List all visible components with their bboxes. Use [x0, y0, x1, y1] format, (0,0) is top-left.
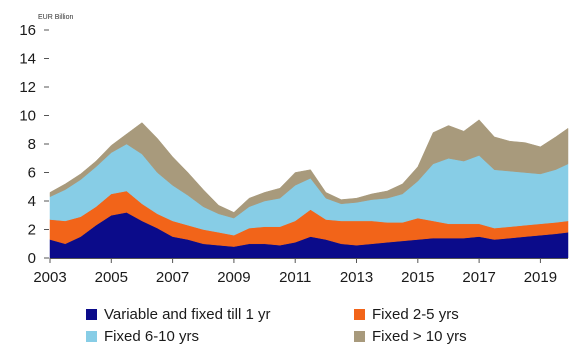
y-tick-label-5: 10 — [19, 108, 36, 125]
legend-label-fixed-over-10: Fixed > 10 yrs — [372, 328, 467, 345]
x-tick-label-6: 2015 — [401, 269, 434, 286]
x-tick-label-1: 2005 — [95, 269, 128, 286]
x-tick-label-8: 2019 — [524, 269, 557, 286]
legend-swatch-fixed-2-5 — [354, 309, 365, 320]
y-tick-label-0: 0 — [28, 250, 36, 267]
y-tick-label-3: 6 — [28, 165, 36, 182]
legend-item-variable: Variable and fixed till 1 yr — [86, 306, 270, 323]
y-tick-label-8: 16 — [19, 22, 36, 39]
x-tick-label-7: 2017 — [462, 269, 495, 286]
x-tick-label-5: 2013 — [340, 269, 373, 286]
x-axis: 2003 2005 2007 2009 2011 2013 2015 2017 2019 — [33, 258, 568, 286]
x-tick-label-2: 2007 — [156, 269, 189, 286]
legend-swatch-fixed-6-10 — [86, 331, 97, 342]
legend-item-fixed-6-10: Fixed 6-10 yrs — [86, 328, 199, 345]
y-tick-label-4: 8 — [28, 136, 36, 153]
stacked-areas — [49, 119, 569, 259]
y-tick-label-6: 12 — [19, 79, 36, 96]
x-tick-label-0: 2003 — [33, 269, 66, 286]
legend-swatch-fixed-over-10 — [354, 331, 365, 342]
y-tick-label-7: 14 — [19, 51, 36, 68]
legend-swatch-variable — [86, 309, 97, 320]
legend-item-fixed-over-10: Fixed > 10 yrs — [354, 328, 467, 345]
y-tick-label-1: 2 — [28, 222, 36, 239]
legend: Variable and fixed till 1 yr Fixed 2-5 y… — [86, 304, 526, 348]
area-series-3 — [49, 119, 569, 219]
legend-label-variable: Variable and fixed till 1 yr — [104, 306, 271, 323]
y-axis: 0 2 4 6 8 10 12 14 16 — [19, 22, 49, 267]
y-tick-label-2: 4 — [28, 193, 36, 210]
x-tick-label-3: 2009 — [217, 269, 250, 286]
x-tick-label-4: 2011 — [279, 269, 311, 286]
legend-item-fixed-2-5: Fixed 2-5 yrs — [354, 306, 459, 323]
unit-label: EUR Billion — [38, 14, 74, 21]
legend-label-fixed-6-10: Fixed 6-10 yrs — [104, 328, 200, 345]
legend-label-fixed-2-5: Fixed 2-5 yrs — [372, 306, 459, 323]
